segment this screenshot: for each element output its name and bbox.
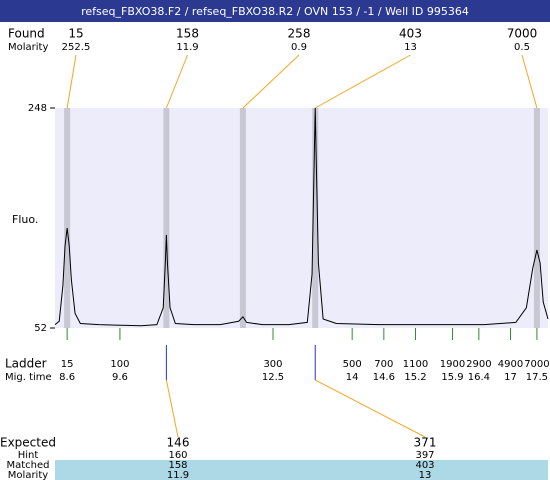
ladder-time: 16.4 (468, 372, 490, 383)
connector (165, 54, 188, 109)
ladder-time: 8.6 (59, 372, 75, 383)
y-label: Fluo. (12, 213, 38, 226)
ladder-time: 17.5 (526, 372, 548, 383)
connector (521, 54, 538, 109)
found-label: Found (8, 27, 45, 41)
ladder-size: 300 (263, 359, 282, 370)
ladder-time: 12.5 (262, 372, 284, 383)
peak-bar (533, 108, 540, 328)
expected-row-label: Expected (0, 436, 56, 450)
expected-row-label: Molarity (8, 470, 48, 480)
expected-connector (314, 379, 426, 438)
ladder-time: 15.9 (441, 372, 463, 383)
expected-row-label: Matched (6, 460, 49, 471)
found-size: 158 (176, 27, 199, 41)
expected-value: 397 (415, 450, 434, 461)
found-molarity: 13 (404, 42, 417, 53)
found-molarity: 11.9 (176, 42, 198, 53)
title-bar (0, 0, 550, 22)
ladder-time: 14 (346, 372, 359, 383)
found-size: 15 (68, 27, 83, 41)
ladder-time: 15.2 (404, 372, 426, 383)
molarity-label: Molarity (8, 42, 48, 53)
ladder-size: 1900 (440, 359, 465, 370)
title: refseq_FBXO38.F2 / refseq_FBXO38.R2 / OV… (81, 5, 469, 18)
matched-band (55, 460, 548, 480)
ladder-size: 2900 (466, 359, 491, 370)
ladder-size: 700 (374, 359, 393, 370)
expected-value: 371 (414, 436, 437, 450)
found-size: 7000 (507, 27, 538, 41)
ladder-time: 14.6 (373, 372, 395, 383)
found-molarity: 252.5 (62, 42, 91, 53)
found-molarity: 0.9 (291, 42, 307, 53)
found-molarity: 0.5 (514, 42, 530, 53)
found-size: 403 (399, 27, 422, 41)
ladder-size: 7000 (524, 359, 549, 370)
ladder-time: 17 (504, 372, 517, 383)
connector (66, 54, 77, 109)
ladder-time: 9.6 (112, 372, 128, 383)
trace (54, 107, 549, 327)
y-tick-label: 52 (34, 323, 47, 334)
expected-connector (165, 379, 179, 438)
expected-value: 160 (168, 450, 187, 461)
ladder-size: 15 (61, 359, 74, 370)
expected-value: 13 (419, 470, 432, 480)
expected-value: 403 (415, 460, 434, 471)
expected-value: 158 (168, 460, 187, 471)
expected-row-label: Hint (18, 450, 39, 461)
connector (314, 54, 411, 109)
connector (242, 54, 300, 109)
plot-area (55, 108, 548, 328)
ladder-size: 500 (343, 359, 362, 370)
found-size: 258 (288, 27, 311, 41)
peak-bar (64, 108, 71, 328)
ladder-size: 4900 (498, 359, 523, 370)
ladder-label: Ladder (5, 357, 47, 371)
ladder-size: 100 (110, 359, 129, 370)
time-label: Mig. time (5, 372, 52, 383)
expected-value: 11.9 (167, 470, 189, 480)
peak-bar (239, 108, 246, 328)
ladder-size: 1100 (403, 359, 428, 370)
peak-bar (312, 108, 319, 328)
expected-value: 146 (167, 436, 190, 450)
y-tick-label: 248 (28, 103, 47, 114)
peak-bar (163, 108, 170, 328)
